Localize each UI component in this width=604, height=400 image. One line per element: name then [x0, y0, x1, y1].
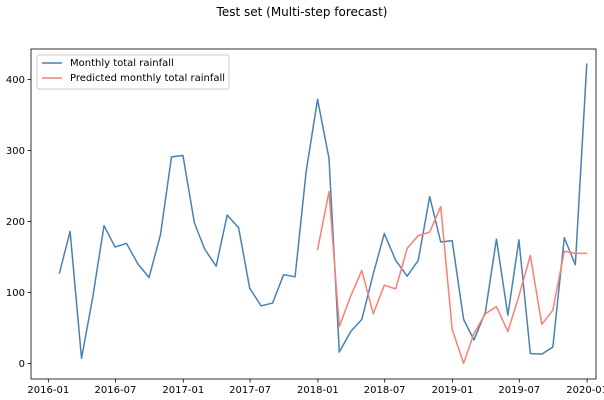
series-0-point: [137, 263, 139, 265]
series-1-point: [451, 328, 453, 330]
series-1-point: [563, 250, 565, 252]
series-0-point: [429, 196, 431, 198]
series-0-point: [495, 238, 498, 240]
series-0-point: [305, 171, 307, 173]
x-tick-label: 2016-01: [27, 385, 69, 396]
series-0-point: [473, 339, 475, 341]
series-0-point: [574, 264, 576, 266]
axes-frame: [30, 48, 597, 380]
series-0-point: [260, 305, 262, 307]
series-0-point: [463, 318, 465, 320]
series-1-point: [383, 284, 385, 286]
series-1-point: [395, 288, 397, 290]
series-0-point: [406, 275, 408, 277]
series-0-point: [328, 157, 330, 159]
x-tick-label: 2020-01: [566, 385, 604, 396]
y-tick-label: 100: [6, 288, 25, 299]
series-0-point: [383, 232, 385, 235]
series-0-point: [440, 241, 442, 243]
series-1-point: [574, 252, 576, 254]
series-0-point: [226, 214, 228, 216]
x-tick-label: 2019-01: [432, 385, 474, 396]
series-0-point: [80, 357, 83, 360]
series-0-point: [417, 259, 419, 262]
series-1-point: [463, 362, 465, 364]
series-0-point: [271, 302, 274, 304]
series-0-point: [350, 330, 352, 333]
series-0-point: [182, 154, 184, 157]
series-0-point: [159, 234, 162, 236]
series-0-point: [586, 63, 588, 65]
series-0-point: [103, 225, 105, 227]
series-0-point: [552, 346, 554, 348]
series-1-point: [372, 313, 374, 315]
series-0-point: [395, 259, 397, 262]
series-1-point: [473, 332, 475, 335]
x-tick-label: 2017-01: [162, 385, 204, 396]
series-1-point: [518, 295, 520, 297]
axes-layer: 2016-01 2016-07 2017-01 2017-07 2018-01 2018-…: [6, 48, 604, 396]
series-1-point: [552, 309, 554, 311]
y-tick-label: 0: [19, 359, 25, 370]
series-1-point: [495, 306, 498, 308]
series-0-point: [249, 287, 251, 289]
series-1-point: [429, 231, 431, 233]
series-0-point: [541, 353, 543, 355]
x-tick-label: 2018-07: [364, 385, 406, 396]
series-1-point: [350, 295, 352, 297]
series-1-point: [440, 205, 442, 208]
series-0-point: [484, 311, 486, 313]
series-0-point: [238, 227, 240, 229]
series-0-point: [170, 156, 173, 158]
series-0-point: [294, 276, 296, 278]
series-1-point: [361, 269, 363, 272]
series-0-point: [529, 352, 531, 355]
legend-box: [36, 54, 230, 90]
series-0-point: [69, 230, 71, 232]
y-tick-label: 200: [6, 217, 25, 228]
series-0-point: [114, 246, 116, 248]
series-0-point: [316, 98, 319, 100]
series-0-point: [361, 318, 363, 320]
x-tick-label: 2018-01: [297, 385, 339, 396]
series-0-point: [507, 314, 509, 316]
x-tick-label: 2019-07: [498, 385, 540, 396]
series-1-point: [328, 191, 330, 193]
series-0-point: [451, 240, 453, 242]
series-1-point: [417, 235, 419, 237]
y-tick-label: 300: [6, 146, 25, 157]
series-0-point: [193, 222, 195, 224]
series-1-point: [586, 252, 588, 254]
legend-label-1: Predicted monthly total rainfall: [70, 73, 225, 84]
series-1-point: [541, 323, 543, 325]
x-tick-label: 2017-07: [229, 385, 271, 396]
series-0-point: [58, 272, 61, 274]
series-0-point: [204, 248, 206, 250]
legend-label-0: Monthly total rainfall: [70, 58, 174, 69]
series-1-point: [484, 313, 486, 315]
series-0-point: [338, 351, 340, 353]
chart-title: Test set (Multi-step forecast): [216, 5, 388, 19]
series-1-point: [507, 330, 509, 333]
series-line-0: [58, 63, 588, 360]
x-tick-label: 2016-07: [95, 385, 137, 396]
series-1-point: [529, 254, 531, 257]
series-1-point: [406, 247, 408, 250]
series-0-point: [518, 239, 520, 241]
series-0-point: [372, 273, 374, 275]
legend: Monthly total rainfall Predicted monthly…: [36, 54, 230, 90]
series-0-point: [125, 242, 128, 245]
series-0-point: [91, 297, 94, 299]
series-0-point: [215, 265, 217, 267]
series-0-point: [283, 274, 285, 276]
series-0-point: [148, 276, 150, 279]
series-1-point: [338, 325, 340, 328]
series-1-point: [316, 249, 319, 251]
y-tick-label: 400: [6, 75, 25, 86]
series-0-point: [563, 237, 565, 239]
series-layer: [58, 63, 588, 365]
plot-area: [31, 49, 596, 379]
